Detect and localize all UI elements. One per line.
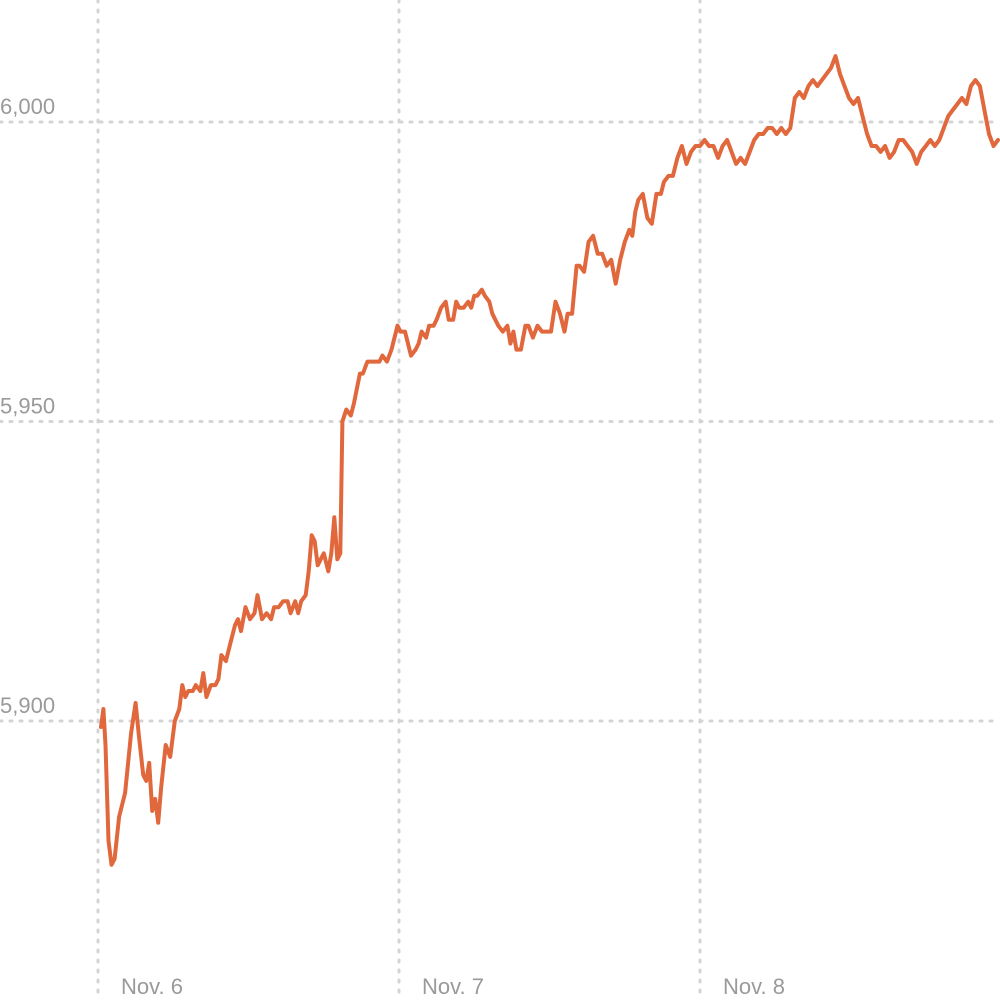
series-group bbox=[99, 54, 1000, 867]
y-tick-label: 5,900 bbox=[0, 693, 55, 718]
tick-labels: 5,900 5,950 6,000 Nov. 6 Nov. 7 Nov. 8 bbox=[0, 94, 785, 999]
y-tick-label: 5,950 bbox=[0, 394, 55, 419]
price-series-line bbox=[99, 54, 1000, 867]
x-tick-label: Nov. 7 bbox=[422, 974, 484, 999]
y-tick-label: 6,000 bbox=[0, 94, 55, 119]
x-tick-label: Nov. 8 bbox=[723, 974, 785, 999]
x-tick-label: Nov. 6 bbox=[121, 974, 183, 999]
